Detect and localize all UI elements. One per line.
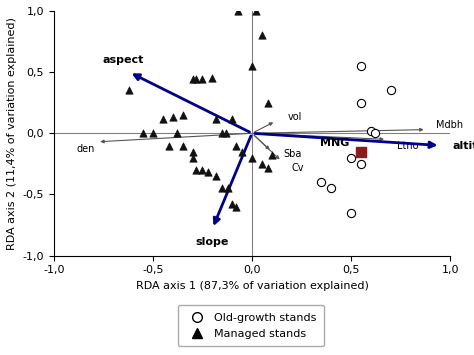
Point: [252, 8, 260, 14]
Point: [357, 161, 365, 167]
Text: Sba: Sba: [284, 149, 302, 159]
Point: [193, 167, 201, 173]
Text: Ltno: Ltno: [397, 141, 418, 151]
Text: slope: slope: [196, 237, 229, 247]
Point: [318, 179, 325, 185]
Point: [228, 116, 236, 121]
Point: [248, 63, 256, 69]
Point: [179, 112, 186, 118]
Point: [228, 201, 236, 207]
Text: den: den: [76, 144, 95, 154]
Text: Cv: Cv: [292, 163, 304, 173]
Text: Mdbh: Mdbh: [437, 120, 464, 130]
Point: [212, 116, 220, 121]
Point: [159, 116, 166, 121]
Point: [268, 152, 276, 158]
Point: [357, 149, 365, 154]
Point: [193, 77, 201, 82]
Text: aspect: aspect: [102, 55, 144, 65]
Point: [165, 143, 173, 148]
X-axis label: RDA axis 1 (87,3% of variation explained): RDA axis 1 (87,3% of variation explained…: [136, 281, 368, 291]
Point: [264, 100, 272, 105]
Point: [139, 130, 147, 136]
Point: [232, 143, 240, 148]
Point: [212, 173, 220, 179]
Point: [357, 63, 365, 69]
Point: [199, 167, 206, 173]
Point: [125, 88, 133, 93]
Point: [189, 155, 196, 160]
Point: [189, 77, 196, 82]
Point: [347, 210, 355, 215]
Point: [258, 33, 266, 38]
Legend: Old-growth stands, Managed stands: Old-growth stands, Managed stands: [178, 305, 324, 346]
Point: [224, 185, 232, 191]
Point: [189, 149, 196, 154]
Point: [179, 143, 186, 148]
Text: MNG: MNG: [320, 138, 349, 148]
Text: vol: vol: [288, 113, 302, 122]
Text: altitude: altitude: [452, 141, 474, 151]
Point: [258, 161, 266, 167]
Point: [209, 75, 216, 81]
Point: [347, 155, 355, 160]
Point: [234, 8, 242, 14]
Point: [173, 130, 181, 136]
Point: [149, 130, 157, 136]
Point: [328, 185, 335, 191]
Point: [232, 204, 240, 209]
Point: [199, 77, 206, 82]
Point: [264, 165, 272, 170]
Point: [238, 149, 246, 154]
Point: [169, 115, 176, 120]
Point: [371, 130, 379, 136]
Point: [219, 185, 226, 191]
Point: [387, 88, 395, 93]
Point: [222, 130, 230, 136]
Y-axis label: RDA axis 2 (11,4% of variation explained): RDA axis 2 (11,4% of variation explained…: [7, 17, 17, 250]
Point: [219, 130, 226, 136]
Point: [205, 170, 212, 175]
Point: [357, 100, 365, 105]
Point: [248, 155, 256, 160]
Point: [367, 128, 375, 134]
